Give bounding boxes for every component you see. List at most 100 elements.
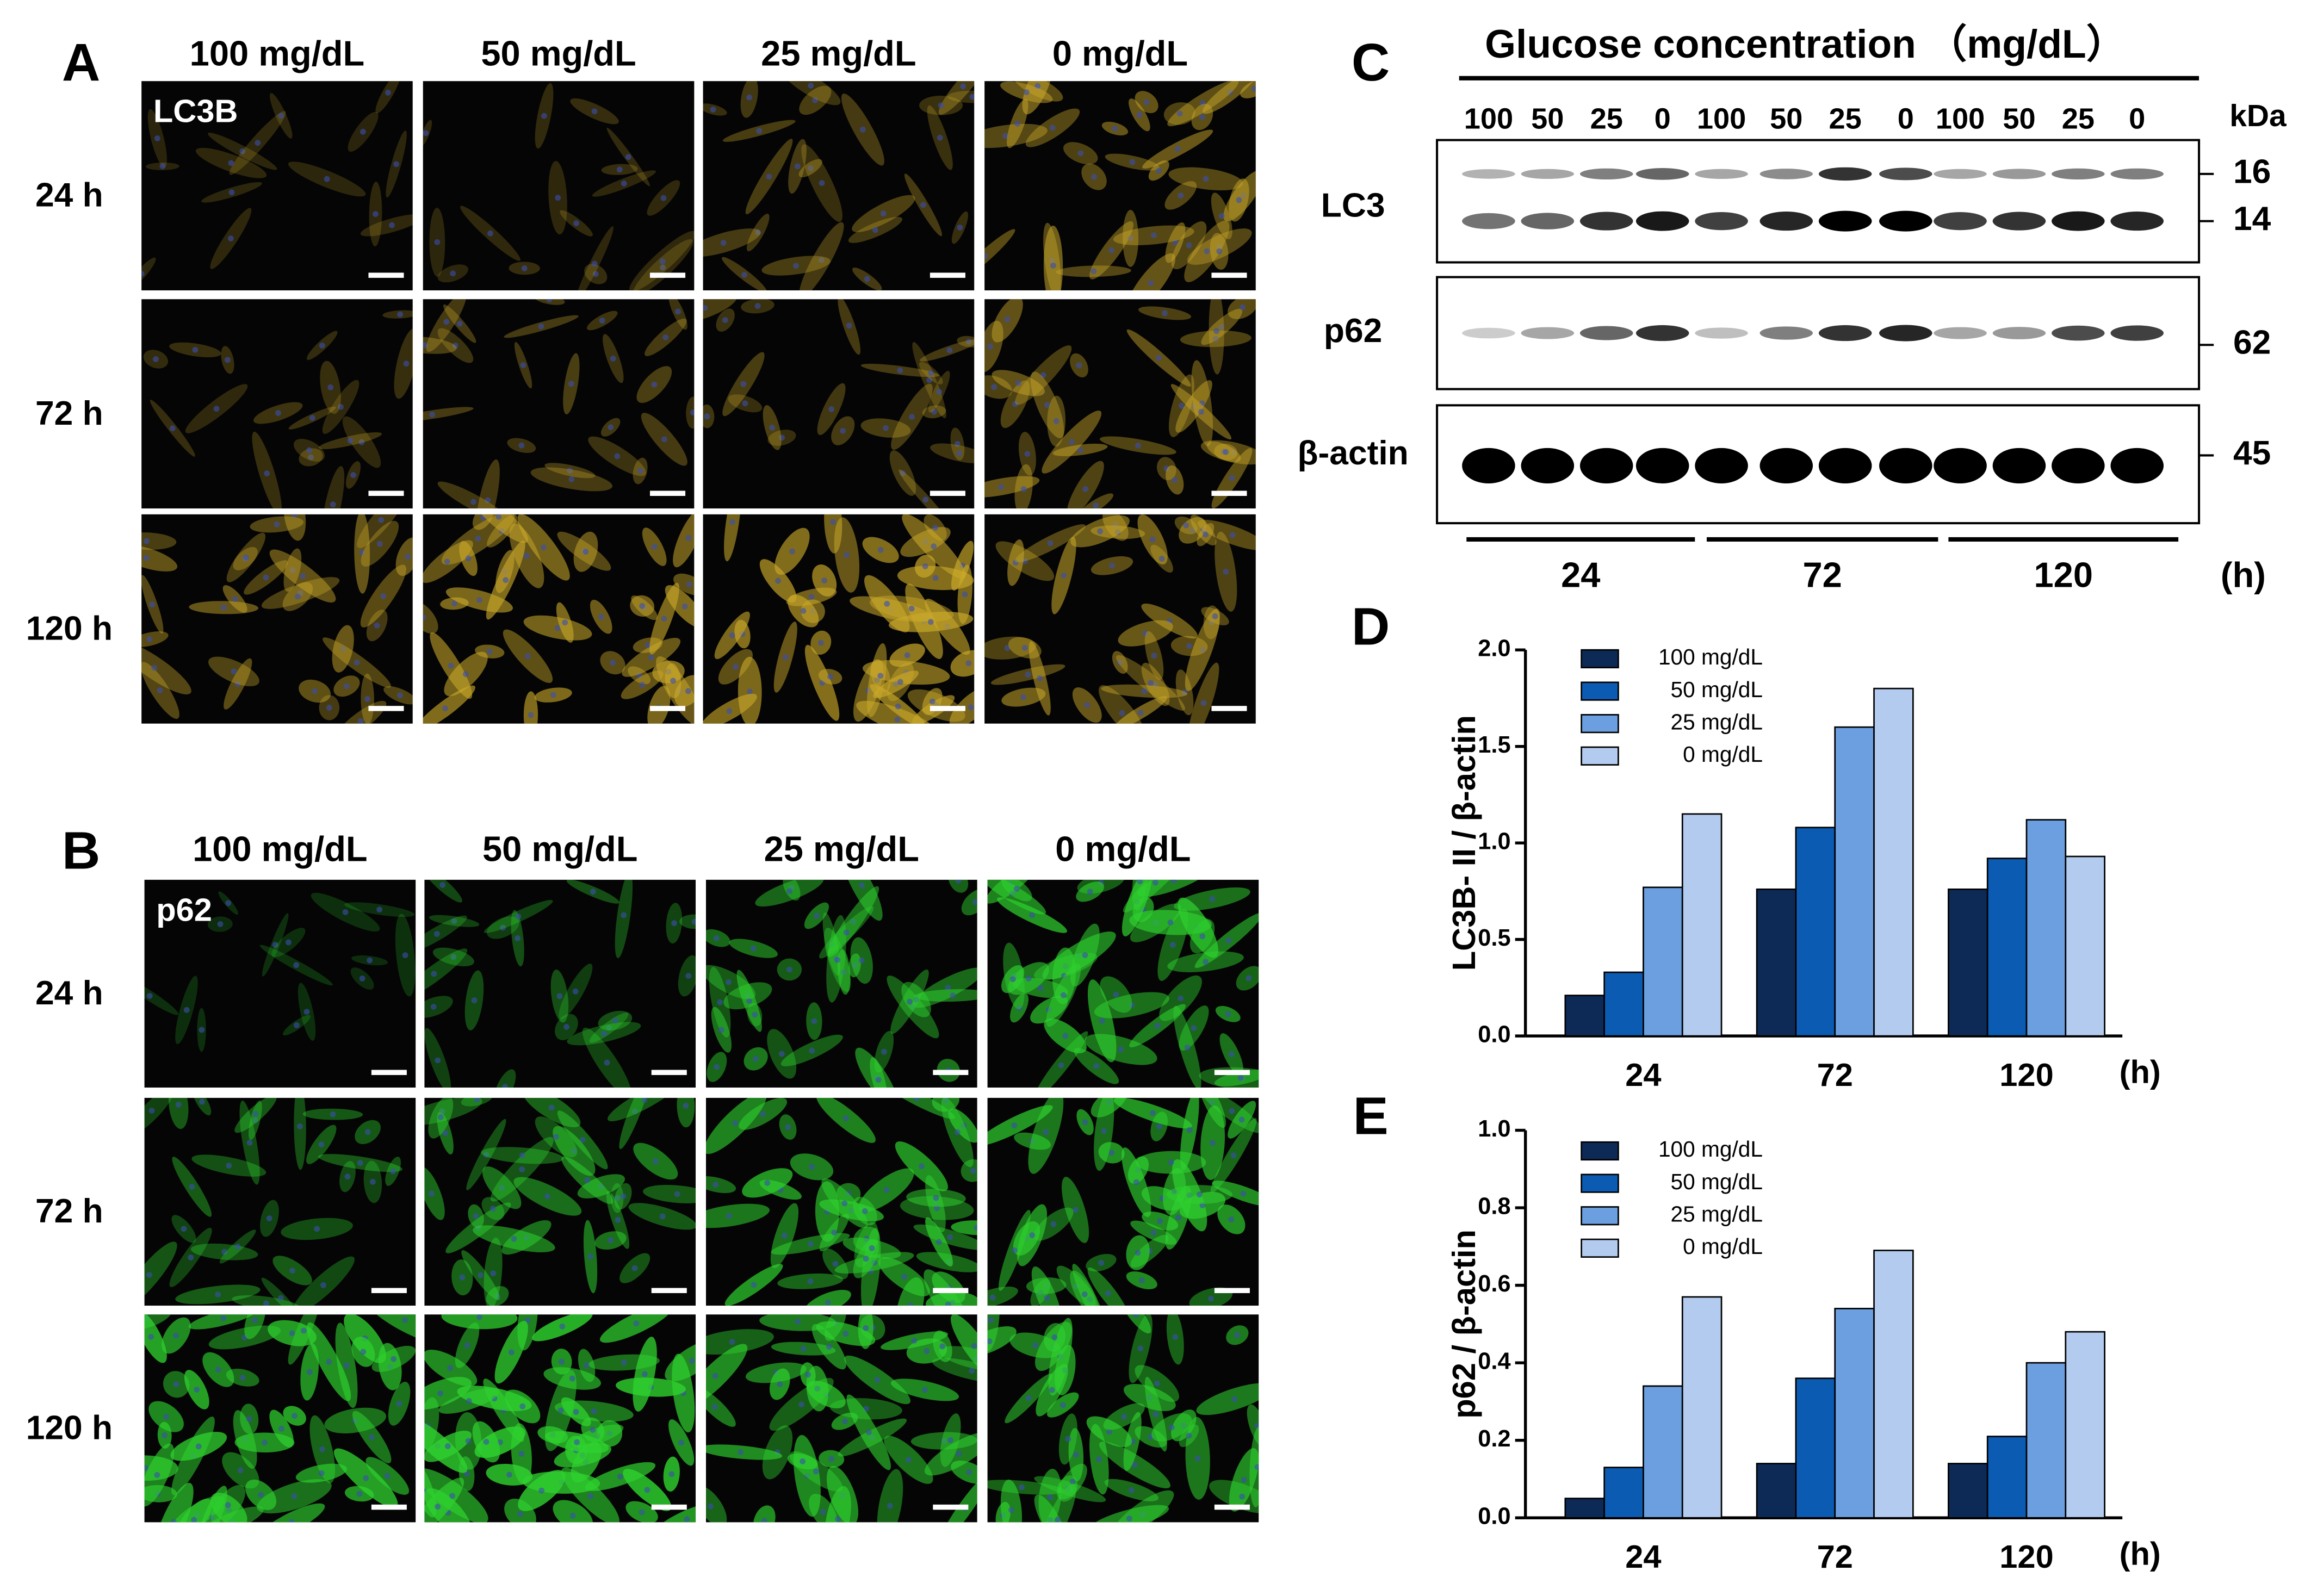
nucleus (621, 912, 627, 918)
nucleus (1218, 213, 1225, 219)
nucleus (1148, 280, 1154, 287)
nucleus (1135, 442, 1141, 449)
band (1879, 167, 1932, 181)
nucleus (844, 552, 850, 558)
nucleus (1049, 125, 1056, 131)
nucleus (1254, 1464, 1259, 1470)
nucleus (278, 1425, 284, 1432)
nucleus (1099, 1017, 1105, 1024)
column-header: 0 mg/dL (1055, 829, 1191, 869)
band (2110, 448, 2164, 483)
nucleus (314, 1226, 320, 1232)
bar (1795, 1377, 1836, 1519)
nucleus (966, 1469, 972, 1475)
band (1462, 327, 1515, 339)
nucleus (1225, 1011, 1231, 1017)
panel-label: A (62, 33, 100, 92)
micrograph (144, 879, 416, 1088)
lane-label: 25 (1829, 103, 1862, 135)
nucleus (966, 338, 972, 345)
bar (1795, 827, 1836, 1037)
cells (706, 879, 977, 1088)
nucleus (1137, 710, 1144, 716)
nucleus (828, 1456, 835, 1462)
nucleus (1077, 447, 1083, 453)
nucleus (500, 924, 506, 931)
nucleus (1170, 879, 1177, 884)
nucleus (1047, 1517, 1054, 1523)
nucleus (143, 538, 150, 544)
stain-label: p62 (156, 891, 212, 928)
band (1521, 448, 1575, 483)
nucleus (292, 514, 298, 518)
nucleus (641, 1097, 648, 1103)
nucleus (1156, 355, 1162, 361)
micrograph-bg (703, 299, 975, 509)
micrograph-bg (423, 81, 695, 290)
nucleus (947, 1437, 953, 1443)
nucleus (1077, 150, 1084, 157)
nucleus (846, 322, 852, 329)
nucleus (476, 1314, 482, 1320)
nucleus (1049, 1387, 1055, 1393)
time-unit: (h) (2221, 555, 2266, 595)
nucleus (826, 1344, 832, 1350)
nucleus (450, 954, 457, 960)
nucleus (385, 89, 391, 96)
nucleus (897, 367, 903, 374)
scale-bar (1211, 490, 1247, 496)
nucleus (1199, 400, 1205, 407)
nucleus (1240, 304, 1246, 310)
nucleus (272, 942, 278, 948)
nucleus (675, 308, 681, 315)
nucleus (1198, 408, 1204, 415)
nucleus (1138, 1277, 1145, 1283)
nucleus (464, 1342, 470, 1349)
nucleus (914, 1097, 920, 1102)
unit-label: kDa (2229, 98, 2287, 133)
nucleus (318, 1141, 325, 1147)
nucleus (1012, 560, 1019, 566)
nucleus (237, 1467, 244, 1474)
lane-label: 0 (1655, 103, 1671, 135)
micrograph (984, 81, 1256, 290)
nucleus (639, 603, 646, 609)
nucleus (633, 1320, 640, 1327)
cells (703, 299, 975, 509)
nucleus (1178, 995, 1184, 1002)
nucleus (296, 1123, 303, 1129)
nucleus (938, 102, 944, 109)
nucleus (520, 362, 526, 368)
nucleus (1121, 1413, 1127, 1420)
nucleus (729, 1339, 735, 1345)
cells (424, 879, 696, 1088)
nucleus (1186, 643, 1193, 649)
nucleus (252, 1317, 258, 1324)
nucleus (393, 161, 400, 167)
bar (1643, 1385, 1683, 1519)
nucleus (1050, 262, 1056, 269)
column-header: 50 mg/dL (482, 829, 637, 869)
nucleus (1240, 192, 1247, 199)
nucleus (926, 377, 933, 383)
nucleus (391, 1356, 397, 1362)
nucleus (367, 957, 373, 964)
nucleus (215, 1367, 221, 1373)
nucleus (685, 535, 692, 541)
nucleus (813, 1468, 819, 1475)
nucleus (881, 1048, 887, 1055)
scale-bar (930, 706, 965, 711)
nucleus (662, 334, 669, 340)
nucleus (1213, 328, 1220, 334)
nucleus (945, 1301, 951, 1306)
nucleus (396, 1401, 402, 1407)
row-label: 120 h (26, 610, 113, 647)
nucleus (1150, 232, 1157, 238)
micrograph (141, 81, 413, 290)
nucleus (1246, 975, 1252, 982)
nucleus (625, 154, 631, 160)
band (1992, 169, 2046, 179)
nucleus (817, 639, 824, 646)
panel-label: C (1352, 33, 1390, 92)
nucleus (1141, 688, 1148, 694)
